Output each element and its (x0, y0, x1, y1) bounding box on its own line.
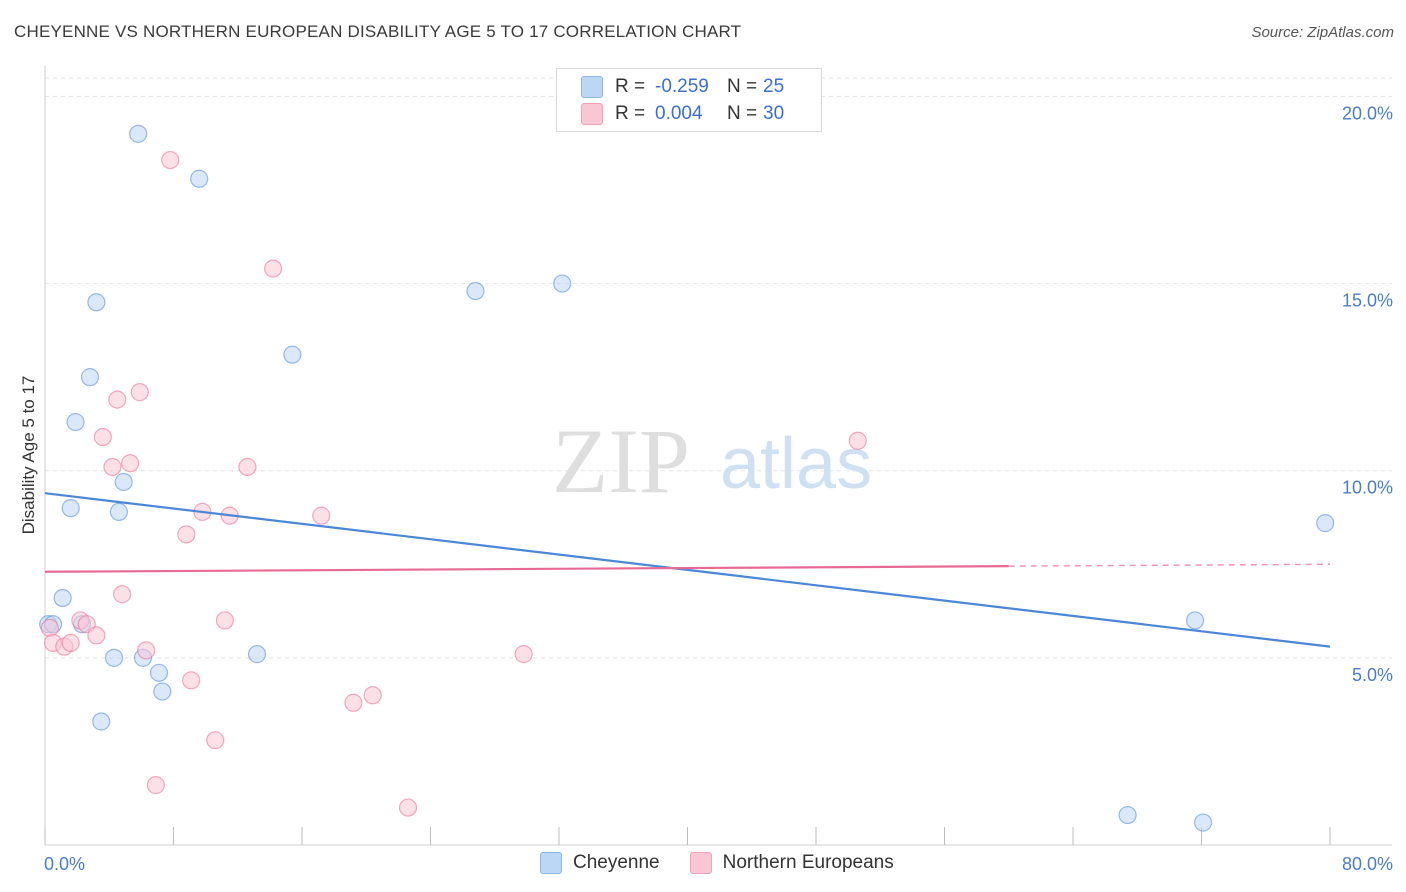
correlation-legend: R = -0.259 N = 25 R = 0.004 N = 30 (556, 68, 822, 132)
data-point-northern-europeans (177, 525, 196, 544)
data-point-northern-europeans (93, 427, 112, 447)
data-point-northern-europeans (61, 633, 80, 652)
data-point-cheyenne (109, 502, 128, 521)
data-point-northern-europeans (215, 611, 234, 630)
data-point-northern-europeans (108, 390, 127, 409)
data-point-cheyenne (129, 124, 148, 143)
data-point-cheyenne (1316, 514, 1335, 533)
x-tick-label: 80.0% (1342, 854, 1393, 874)
y-tick-label: 10.0% (1342, 478, 1393, 498)
data-point-cheyenne (153, 682, 172, 701)
source-label: Source: ZipAtlas.com (1251, 24, 1394, 41)
legend-item-cheyenne: Cheyenne (540, 852, 660, 874)
data-point-cheyenne (87, 293, 106, 312)
trend-line-cheyenne (44, 492, 1331, 648)
data-point-cheyenne (114, 472, 133, 492)
n-label: N = (727, 76, 758, 97)
x-tick-labels: 0.0% 80.0% (44, 854, 1393, 874)
data-point-northern-europeans (182, 671, 201, 690)
legend-label-northern-europeans: Northern Europeans (722, 852, 894, 873)
data-point-cheyenne (553, 274, 572, 293)
data-point-northern-europeans (238, 457, 257, 477)
data-point-northern-europeans (514, 645, 533, 664)
data-point-cheyenne (53, 588, 72, 608)
data-point-northern-europeans (137, 641, 156, 660)
data-point-northern-europeans (87, 626, 106, 645)
data-point-northern-europeans (312, 506, 331, 525)
n-value: 25 (763, 76, 785, 97)
series-legend: Cheyenne Northern Europeans (540, 852, 924, 874)
data-point-cheyenne (1194, 813, 1213, 832)
data-point-cheyenne (283, 345, 302, 364)
y-tick-label: 20.0% (1342, 103, 1393, 123)
watermark-atlas: atlas (720, 424, 872, 504)
data-point-northern-europeans (40, 618, 59, 638)
data-point-northern-europeans (146, 776, 165, 795)
data-point-northern-europeans (103, 457, 122, 477)
data-point-northern-europeans (263, 259, 283, 278)
n-label: N = (727, 103, 758, 124)
data-point-cheyenne (1118, 805, 1137, 825)
data-point-cheyenne (80, 368, 100, 387)
r-value: 0.004 (655, 103, 703, 124)
data-point-cheyenne (61, 499, 80, 518)
y-tick-label: 15.0% (1342, 291, 1393, 311)
r-value: -0.259 (655, 76, 709, 97)
data-point-cheyenne (104, 648, 124, 667)
data-point-cheyenne (92, 712, 111, 731)
trend-lines (44, 492, 1331, 648)
r-label: R = (615, 76, 646, 97)
data-point-northern-europeans (121, 454, 140, 473)
legend-label-cheyenne: Cheyenne (573, 852, 660, 873)
y-tick-labels: 5.0% 10.0% 15.0% 20.0% (1342, 103, 1393, 684)
r-label: R = (615, 103, 646, 124)
data-point-cheyenne (190, 169, 209, 188)
data-point-cheyenne (1185, 611, 1205, 630)
data-point-cheyenne (66, 412, 85, 432)
y-tick-label: 5.0% (1352, 665, 1393, 685)
legend-swatch-northern-europeans (581, 103, 603, 125)
n-value: 30 (763, 103, 785, 124)
chart-title: CHEYENNE VS NORTHERN EUROPEAN DISABILITY… (14, 22, 742, 41)
legend-row-northern-europeans: R = 0.004 N = 30 (581, 102, 784, 126)
trend-line-extension-northern-europeans (1008, 563, 1331, 567)
legend-swatch-northern-europeans (689, 852, 712, 874)
legend-row-cheyenne: R = -0.259 N = 25 (581, 75, 784, 99)
data-point-northern-europeans (130, 383, 149, 402)
x-tick-label: 0.0% (44, 854, 85, 874)
data-point-northern-europeans (112, 585, 132, 604)
data-point-northern-europeans (344, 693, 363, 712)
y-axis-label: Disability Age 5 to 17 (19, 376, 38, 535)
legend-swatch-cheyenne (581, 76, 603, 98)
data-point-northern-europeans (363, 686, 382, 705)
data-point-northern-europeans (848, 431, 867, 450)
data-points (39, 124, 1335, 832)
legend-item-northern-europeans: Northern Europeans (689, 852, 894, 874)
axes (44, 66, 1392, 846)
data-point-northern-europeans (398, 798, 418, 817)
data-point-northern-europeans (161, 150, 180, 170)
watermark-zip: ZIP (552, 410, 690, 512)
legend-swatch-cheyenne (540, 852, 562, 874)
data-point-northern-europeans (206, 731, 225, 750)
data-point-cheyenne (247, 645, 267, 664)
trend-line-northern-europeans (44, 565, 1009, 573)
data-point-cheyenne (466, 281, 485, 301)
data-point-cheyenne (149, 663, 169, 682)
